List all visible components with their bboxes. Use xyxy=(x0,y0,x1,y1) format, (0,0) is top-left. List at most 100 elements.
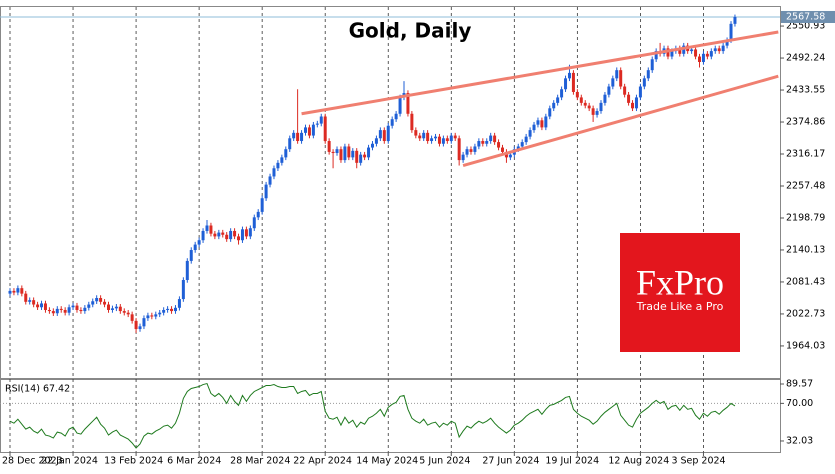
candle-body xyxy=(552,102,556,109)
candle-body xyxy=(544,116,548,128)
candle-body xyxy=(343,146,347,161)
candle-body xyxy=(575,91,579,98)
x-tick-label: 12 Aug 2024 xyxy=(608,456,669,467)
logo-name: FxPro xyxy=(636,262,724,302)
candle-body xyxy=(240,229,244,241)
candle-body xyxy=(508,154,512,158)
candle-body xyxy=(252,217,256,229)
candle-body xyxy=(363,154,367,158)
candle-body xyxy=(260,198,264,212)
candle-body xyxy=(59,308,63,310)
candle-body xyxy=(516,146,520,150)
candle-body xyxy=(51,311,55,314)
candle-body xyxy=(36,304,40,308)
candle-body xyxy=(457,138,461,161)
candle-body xyxy=(134,320,138,330)
candle-body xyxy=(477,141,481,147)
candle-body xyxy=(524,136,528,143)
candle-body xyxy=(170,308,174,312)
rsi-tick-label: 70.00 xyxy=(786,398,813,409)
rsi-line xyxy=(9,382,736,449)
candle-body xyxy=(497,142,501,148)
candle-body xyxy=(138,326,142,330)
y-tick-label: 2433.55 xyxy=(786,85,825,96)
candle-body xyxy=(489,135,493,142)
candle-body xyxy=(556,97,560,103)
candle-body xyxy=(378,130,382,139)
rsi-tick-label: 89.57 xyxy=(786,378,813,389)
candle-body xyxy=(181,280,185,300)
candle-body xyxy=(296,132,300,142)
y-tick-label: 2257.48 xyxy=(786,180,825,191)
candle-body xyxy=(713,48,717,52)
candle-body xyxy=(335,149,339,154)
candle-body xyxy=(221,232,225,235)
candle-body xyxy=(398,97,402,114)
candle-body xyxy=(619,70,623,87)
y-tick-label: 2081.43 xyxy=(786,276,825,287)
candle-body xyxy=(631,102,635,109)
candle-body xyxy=(229,230,233,240)
candle-body xyxy=(548,108,552,117)
candle-body xyxy=(63,309,67,313)
candle-body xyxy=(560,89,564,98)
y-tick-label: 2140.13 xyxy=(786,244,825,255)
candle-body xyxy=(323,116,327,142)
candle-body xyxy=(532,124,536,131)
candle-body xyxy=(607,86,611,95)
candle-body xyxy=(642,78,646,87)
candle-body xyxy=(611,78,615,87)
candle-body xyxy=(437,136,441,144)
candle-body xyxy=(406,93,410,114)
rsi-tick-label: 32.03 xyxy=(786,435,813,446)
x-tick-label: 3 Sep 2024 xyxy=(671,456,725,467)
candle-body xyxy=(355,150,359,163)
candle-body xyxy=(284,149,288,158)
candle-body xyxy=(445,138,449,142)
candle-body xyxy=(307,127,311,136)
candle-body xyxy=(264,184,268,199)
candle-body xyxy=(209,225,213,234)
candle-body xyxy=(304,127,307,133)
logo-tagline: Trade Like a Pro xyxy=(636,300,724,313)
candle-body xyxy=(32,300,36,305)
candle-body xyxy=(248,228,252,237)
candle-body xyxy=(414,130,418,136)
candle-body xyxy=(8,290,12,294)
candle-body xyxy=(103,301,107,305)
candle-body xyxy=(185,260,189,281)
candle-body xyxy=(130,314,134,321)
candle-body xyxy=(189,250,193,261)
candle-body xyxy=(564,78,568,90)
candle-body xyxy=(473,146,477,152)
candle-body xyxy=(339,149,343,161)
candle-body xyxy=(126,312,130,315)
candle-body xyxy=(158,312,162,315)
candle-body xyxy=(256,211,260,218)
candle-body xyxy=(311,124,315,136)
candle-body xyxy=(733,16,737,24)
candle-body xyxy=(154,314,158,317)
candle-body xyxy=(528,130,532,137)
candle-body xyxy=(410,113,414,131)
candle-body xyxy=(536,120,540,125)
candle-body xyxy=(217,232,221,237)
candle-body xyxy=(173,307,177,312)
candle-body xyxy=(599,102,603,112)
candle-body xyxy=(87,304,91,308)
candle-body xyxy=(705,53,709,57)
x-tick-label: 22 Jan 2024 xyxy=(41,456,98,467)
candle-body xyxy=(650,59,654,71)
candle-body xyxy=(205,225,209,231)
main-frame xyxy=(0,6,781,379)
x-tick-label: 13 Feb 2024 xyxy=(104,456,163,467)
candle-body xyxy=(83,307,87,312)
y-tick-label: 2316.17 xyxy=(786,149,825,160)
plot xyxy=(0,14,780,449)
candle-body xyxy=(430,138,434,142)
candle-body xyxy=(418,135,422,139)
candle-body xyxy=(634,97,638,109)
candle-body xyxy=(465,149,469,155)
candle-body xyxy=(351,150,355,158)
candle-body xyxy=(654,51,658,60)
